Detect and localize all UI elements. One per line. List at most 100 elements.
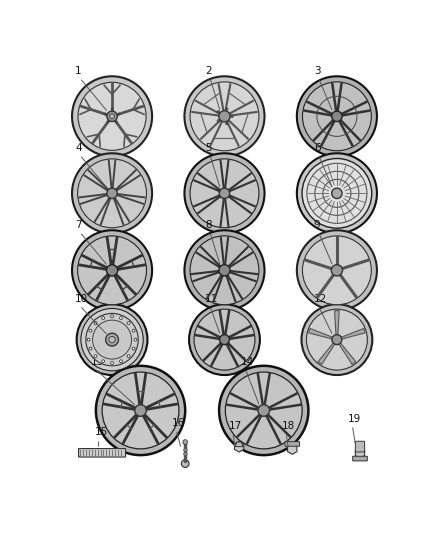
Circle shape xyxy=(217,119,219,122)
Text: 5: 5 xyxy=(205,143,212,154)
Circle shape xyxy=(331,265,343,276)
Circle shape xyxy=(111,361,113,365)
FancyBboxPatch shape xyxy=(355,441,364,452)
Circle shape xyxy=(87,338,90,341)
Text: 4: 4 xyxy=(75,143,82,154)
FancyBboxPatch shape xyxy=(78,449,126,457)
Circle shape xyxy=(189,304,260,375)
Circle shape xyxy=(190,236,259,305)
Text: 12: 12 xyxy=(314,294,327,304)
Circle shape xyxy=(81,309,143,371)
Circle shape xyxy=(89,329,92,332)
Circle shape xyxy=(107,188,117,198)
Circle shape xyxy=(78,82,146,150)
Circle shape xyxy=(217,111,219,113)
Circle shape xyxy=(104,113,106,115)
Polygon shape xyxy=(288,443,297,454)
Polygon shape xyxy=(309,328,333,339)
Circle shape xyxy=(127,322,130,325)
Text: 14: 14 xyxy=(240,357,254,367)
Circle shape xyxy=(301,304,372,375)
Circle shape xyxy=(132,329,135,332)
Circle shape xyxy=(102,360,105,362)
Circle shape xyxy=(303,236,371,305)
Polygon shape xyxy=(234,441,244,452)
Text: 11: 11 xyxy=(205,294,219,304)
Circle shape xyxy=(96,366,185,455)
Circle shape xyxy=(102,372,179,449)
Circle shape xyxy=(219,335,230,344)
Text: 18: 18 xyxy=(282,421,295,431)
Circle shape xyxy=(258,405,269,416)
Text: 1: 1 xyxy=(75,66,82,76)
Circle shape xyxy=(190,82,259,151)
Circle shape xyxy=(297,230,377,310)
Circle shape xyxy=(194,309,255,370)
Circle shape xyxy=(219,366,308,455)
FancyBboxPatch shape xyxy=(285,442,300,446)
Circle shape xyxy=(77,304,148,375)
Circle shape xyxy=(92,320,131,359)
Circle shape xyxy=(302,158,372,228)
Polygon shape xyxy=(335,311,339,335)
Circle shape xyxy=(297,76,377,156)
Circle shape xyxy=(107,121,109,123)
Polygon shape xyxy=(355,447,365,458)
Circle shape xyxy=(94,322,97,325)
Circle shape xyxy=(109,336,115,343)
Circle shape xyxy=(78,159,146,228)
Circle shape xyxy=(297,154,377,233)
Text: 10: 10 xyxy=(75,294,88,304)
Circle shape xyxy=(190,159,259,228)
Circle shape xyxy=(135,405,146,416)
Circle shape xyxy=(303,82,371,151)
Polygon shape xyxy=(341,328,365,339)
Circle shape xyxy=(111,315,113,318)
Circle shape xyxy=(184,154,265,233)
Text: 16: 16 xyxy=(171,418,184,428)
Polygon shape xyxy=(339,343,356,365)
Text: 19: 19 xyxy=(348,414,361,424)
FancyBboxPatch shape xyxy=(353,456,367,461)
Circle shape xyxy=(106,265,118,276)
Circle shape xyxy=(115,121,117,123)
Circle shape xyxy=(72,76,152,156)
Text: 15: 15 xyxy=(94,427,108,438)
Circle shape xyxy=(332,188,342,198)
Circle shape xyxy=(107,111,117,122)
Circle shape xyxy=(225,372,302,449)
Text: 8: 8 xyxy=(205,220,212,230)
Circle shape xyxy=(184,76,265,156)
Circle shape xyxy=(181,460,189,467)
Text: 3: 3 xyxy=(314,66,321,76)
Circle shape xyxy=(219,265,230,276)
Circle shape xyxy=(132,347,135,350)
Text: 13: 13 xyxy=(91,357,104,367)
Circle shape xyxy=(110,114,114,119)
Circle shape xyxy=(219,111,230,122)
Circle shape xyxy=(78,236,146,305)
Circle shape xyxy=(89,347,92,350)
Circle shape xyxy=(94,355,97,358)
Circle shape xyxy=(118,113,120,115)
Circle shape xyxy=(332,111,342,122)
Circle shape xyxy=(102,317,105,319)
Circle shape xyxy=(111,108,113,110)
Circle shape xyxy=(183,440,187,445)
Circle shape xyxy=(231,115,233,117)
Circle shape xyxy=(226,108,228,110)
Circle shape xyxy=(120,317,122,319)
Text: 6: 6 xyxy=(314,143,321,154)
Circle shape xyxy=(307,309,367,370)
Polygon shape xyxy=(318,343,335,365)
Circle shape xyxy=(106,333,118,346)
Circle shape xyxy=(184,230,265,310)
Circle shape xyxy=(72,230,152,310)
Text: 7: 7 xyxy=(75,220,82,230)
Circle shape xyxy=(226,123,228,125)
Circle shape xyxy=(332,335,342,344)
Circle shape xyxy=(219,188,230,198)
Circle shape xyxy=(120,360,122,362)
Text: 17: 17 xyxy=(228,421,242,431)
Circle shape xyxy=(134,338,137,341)
